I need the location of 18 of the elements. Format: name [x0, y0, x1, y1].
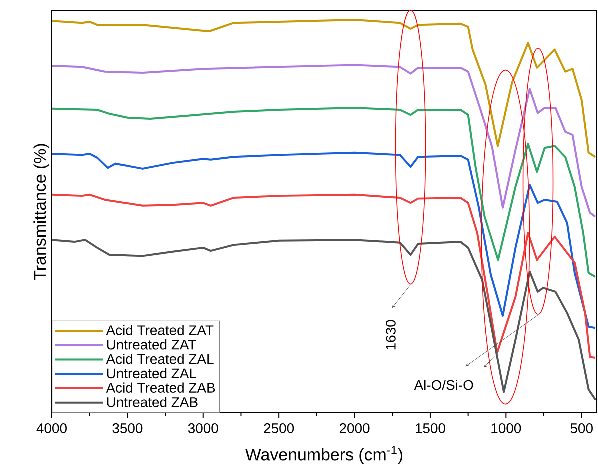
x-tick-label: 3000 [188, 424, 218, 434]
x-tick-label: 2000 [340, 424, 370, 434]
y-axis-title: Transmittance (%) [34, 144, 50, 280]
legend-label: Acid Treated ZAT [106, 325, 214, 336]
legend-label: Untreated ZAB [107, 397, 198, 408]
legend-label: Acid Treated ZAB [106, 382, 216, 393]
annotation: 1630 [386, 320, 396, 350]
x-axis-title: Wavenumbers (cm$^{-1}$) [245, 446, 403, 464]
x-tick-label: 1500 [416, 424, 446, 434]
x-tick-label: 3500 [112, 424, 143, 434]
legend-label: Untreated ZAT [107, 340, 196, 350]
x-tick-label: 4000 [36, 424, 67, 434]
legend-label: Acid Treated ZAL [106, 354, 214, 364]
legend-label: Untreated ZAL [107, 368, 197, 379]
x-tick-label: 500 [570, 424, 593, 434]
x-tick-label: 2500 [264, 424, 294, 434]
annotation: Al-O/Si-O [414, 380, 474, 390]
x-tick-label: 1000 [492, 424, 522, 434]
